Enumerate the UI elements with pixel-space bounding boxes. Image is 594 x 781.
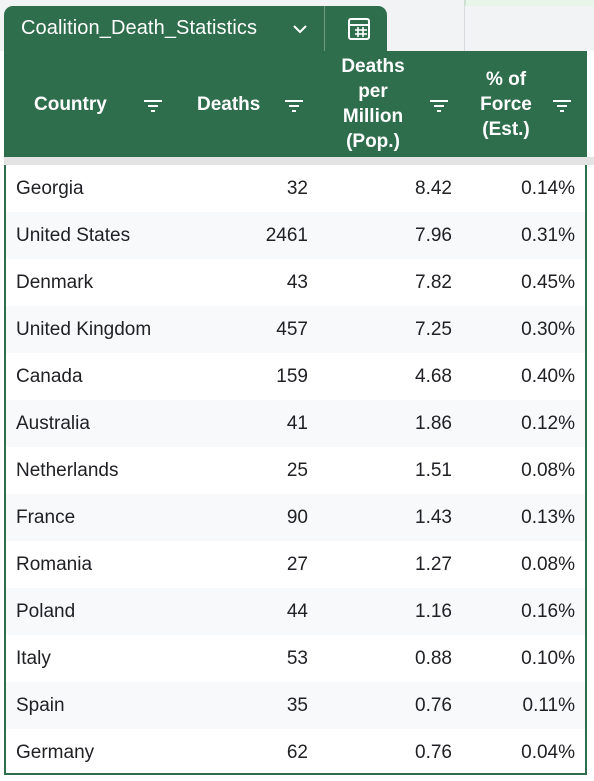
cell-deaths-per-million[interactable]: 7.96 [415,225,452,246]
chip-divider [324,6,325,51]
header-line: Deaths [197,93,261,115]
column-header-label: Deaths per Million (Pop.) [341,54,404,154]
cell-percent-of-force[interactable]: 0.08% [521,554,575,575]
cell-percent-of-force[interactable]: 0.12% [521,413,575,434]
cell-country[interactable]: Spain [16,695,65,716]
table-name-chip[interactable]: Coalition_Death_Statistics [4,6,387,51]
cell-country[interactable]: Romania [16,554,93,575]
table-name[interactable]: Coalition_Death_Statistics [21,17,258,39]
cell-percent-of-force[interactable]: 0.31% [521,225,575,246]
header-line: % of [485,68,527,90]
column-header-label: Deaths [197,92,260,117]
cell-deaths[interactable]: 457 [276,319,308,340]
cell-percent-of-force[interactable]: 0.11% [522,695,575,716]
cell-deaths[interactable]: 27 [286,554,308,575]
column-header-country[interactable]: Country [34,51,107,157]
column-header-deaths[interactable]: Deaths [197,51,260,157]
header-line: per [358,81,388,102]
table-icon[interactable] [345,15,373,43]
column-header-label: Country [34,92,107,117]
cell-country[interactable]: Canada [16,366,83,387]
grid-line [464,0,465,51]
table-row[interactable]: Denmark 43 7.82 0.45% [6,259,585,306]
cell-percent-of-force[interactable]: 0.45% [521,272,575,293]
cell-percent-of-force[interactable]: 0.16% [521,601,575,622]
table-row[interactable]: Netherlands 25 1.51 0.08% [6,447,585,494]
header-line: Million [342,106,404,127]
cell-country[interactable]: Denmark [16,272,94,293]
table-header-row: Country Deaths Deaths per Million (Pop.)… [4,51,587,157]
cell-deaths-per-million[interactable]: 1.27 [415,554,452,575]
cell-deaths-per-million[interactable]: 1.51 [415,460,452,481]
cell-deaths-per-million[interactable]: 1.86 [415,413,452,434]
filter-icon[interactable] [552,99,572,113]
cell-deaths[interactable]: 32 [286,178,308,199]
cell-country[interactable]: United States [16,225,131,246]
cell-deaths[interactable]: 90 [286,507,308,528]
table-row[interactable]: Poland 44 1.16 0.16% [6,588,585,635]
cell-percent-of-force[interactable]: 0.40% [521,366,575,387]
cell-deaths-per-million[interactable]: 4.68 [415,366,452,387]
table-body: Georgia 32 8.42 0.14% United States 2461… [4,165,587,775]
cell-country[interactable]: Poland [16,601,76,622]
filter-icon[interactable] [143,99,163,113]
table-row[interactable]: Romania 27 1.27 0.08% [6,541,585,588]
cell-country[interactable]: Italy [16,648,51,669]
header-line: Force [480,93,532,115]
cell-percent-of-force[interactable]: 0.30% [521,319,575,340]
cell-deaths[interactable]: 43 [286,272,308,293]
cell-deaths[interactable]: 159 [276,366,308,387]
table-row[interactable]: United States 2461 7.96 0.31% [6,212,585,259]
table-row[interactable]: Georgia 32 8.42 0.14% [6,165,585,212]
cell-deaths-per-million[interactable]: 1.16 [415,601,452,622]
filter-icon[interactable] [429,99,449,113]
table-row[interactable]: Germany 62 0.76 0.04% [6,729,585,776]
column-header-deaths-per-million[interactable]: Deaths per Million (Pop.) [334,51,412,157]
filter-icon[interactable] [284,99,304,113]
table-row[interactable]: Australia 41 1.86 0.12% [6,400,585,447]
cell-deaths[interactable]: 44 [286,601,308,622]
header-line: (Pop.) [346,131,400,152]
cell-deaths[interactable]: 62 [286,742,308,763]
cell-percent-of-force[interactable]: 0.04% [521,742,575,763]
table-row[interactable]: Spain 35 0.76 0.11% [6,682,585,729]
cell-percent-of-force[interactable]: 0.13% [521,507,575,528]
cell-country[interactable]: France [16,507,76,528]
table-row[interactable]: Canada 159 4.68 0.40% [6,353,585,400]
cell-deaths[interactable]: 35 [286,695,308,716]
cell-deaths-per-million[interactable]: 1.43 [415,507,452,528]
cell-deaths-per-million[interactable]: 7.25 [415,319,452,340]
cell-deaths[interactable]: 41 [286,413,308,434]
column-header-label: % of Force (Est.) [480,67,532,142]
table-row[interactable]: France 90 1.43 0.13% [6,494,585,541]
table-row[interactable]: United Kingdom 457 7.25 0.30% [6,306,585,353]
cell-deaths[interactable]: 53 [286,648,308,669]
column-header-percent-of-force[interactable]: % of Force (Est.) [472,51,540,157]
cell-deaths-per-million[interactable]: 0.76 [415,742,452,763]
cell-country[interactable]: Netherlands [16,460,119,481]
cell-deaths[interactable]: 25 [286,460,308,481]
cell-percent-of-force[interactable]: 0.14% [521,178,575,199]
cell-country[interactable]: Germany [16,742,95,763]
header-freeze-divider[interactable] [4,157,594,165]
cell-percent-of-force[interactable]: 0.10% [521,648,575,669]
cell-deaths-per-million[interactable]: 8.42 [415,178,452,199]
cell-country[interactable]: Georgia [16,178,84,199]
cell-deaths-per-million[interactable]: 0.88 [415,648,452,669]
header-line: Deaths [341,56,405,77]
cell-deaths-per-million[interactable]: 0.76 [415,695,452,716]
chevron-down-icon[interactable] [291,20,309,38]
cell-percent-of-force[interactable]: 0.08% [521,460,575,481]
selected-cell-edge [465,0,594,6]
table-row[interactable]: Italy 53 0.88 0.10% [6,635,585,682]
cell-deaths-per-million[interactable]: 7.82 [415,272,452,293]
header-line: (Est.) [482,118,530,140]
header-line: Country [34,93,107,115]
cell-deaths[interactable]: 2461 [265,225,308,246]
cell-country[interactable]: United Kingdom [16,319,152,340]
cell-country[interactable]: Australia [16,413,90,434]
